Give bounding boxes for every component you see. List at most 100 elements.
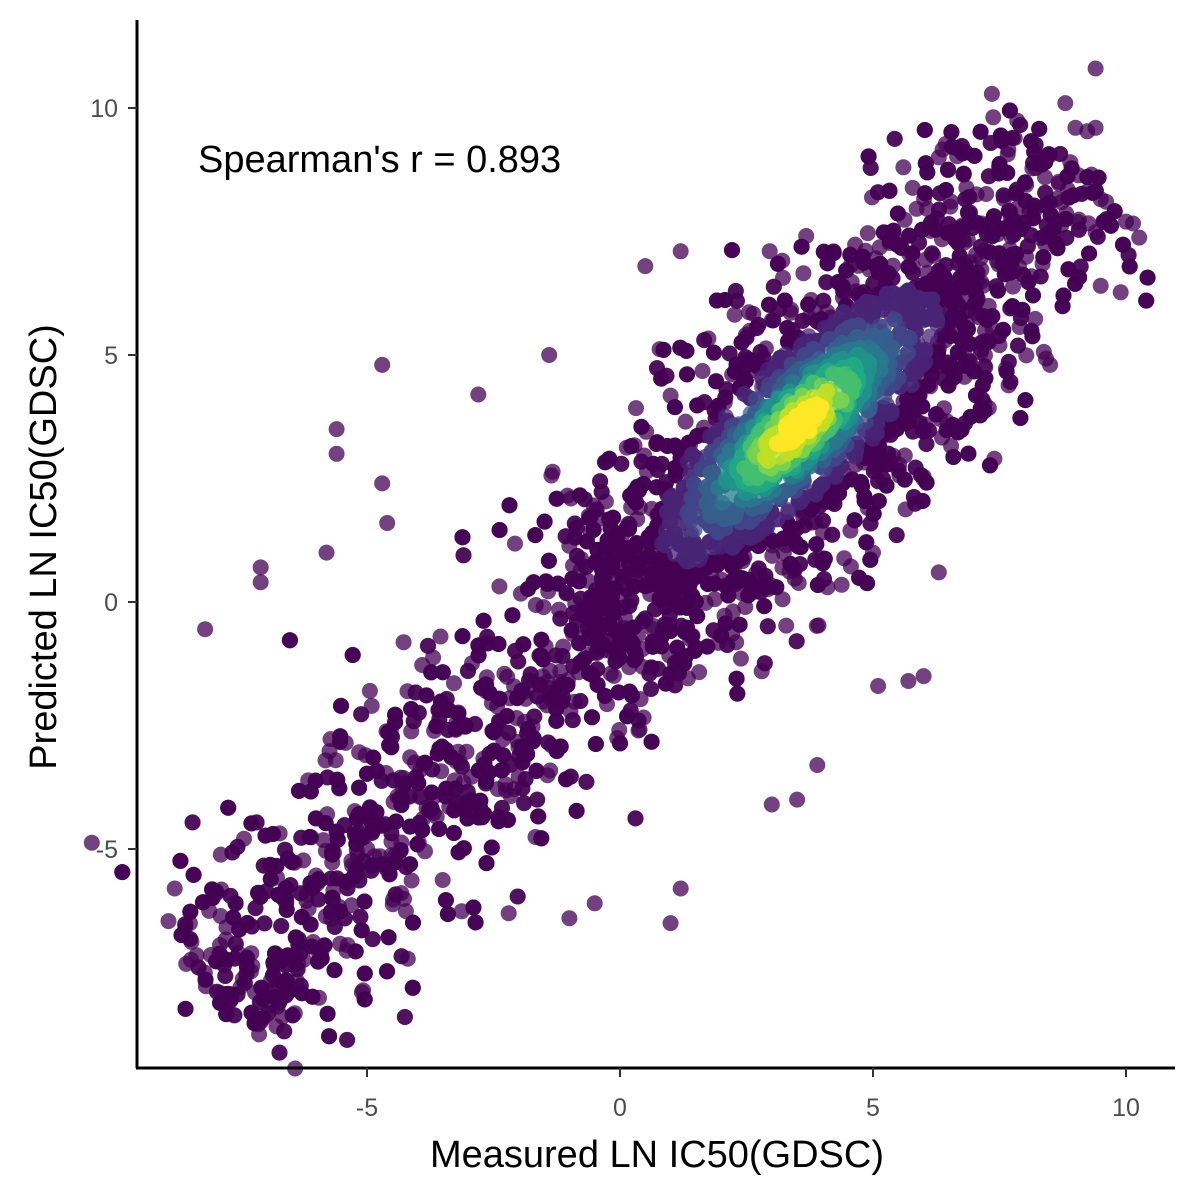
data-point (672, 243, 689, 260)
data-point (527, 829, 544, 845)
data-point (318, 544, 335, 561)
data-point (528, 762, 545, 779)
data-point (940, 161, 956, 178)
data-point (635, 709, 652, 726)
data-point (271, 825, 288, 842)
data-point (957, 415, 973, 432)
data-point (467, 716, 483, 732)
data-point (1024, 160, 1041, 177)
data-point (393, 885, 410, 902)
data-point (497, 776, 514, 793)
data-point (756, 598, 773, 615)
data-point (185, 866, 202, 883)
data-point (750, 560, 767, 577)
data-point (1017, 392, 1034, 409)
data-point (344, 647, 361, 663)
data-point (1060, 261, 1077, 278)
data-point (303, 829, 320, 846)
data-point (364, 931, 381, 948)
data-point (589, 661, 606, 678)
data-point (160, 913, 177, 930)
data-point (638, 423, 655, 440)
data-point (395, 770, 412, 786)
data-point (694, 363, 711, 379)
data-point (795, 265, 812, 282)
data-point (433, 763, 450, 780)
data-point (537, 638, 554, 655)
data-point (393, 948, 410, 965)
data-point (678, 342, 695, 359)
data-point (455, 547, 472, 564)
data-point (643, 733, 660, 750)
data-point (291, 782, 307, 799)
data-point (599, 452, 616, 469)
data-point (316, 937, 333, 954)
data-point (540, 734, 557, 751)
data-point (915, 668, 932, 685)
data-point (587, 736, 604, 752)
data-point (578, 773, 595, 790)
data-point (896, 211, 913, 228)
data-point (494, 799, 510, 816)
data-point (403, 872, 420, 889)
data-point (355, 982, 372, 999)
data-point (870, 678, 887, 694)
data-point (384, 729, 400, 745)
data-point (918, 436, 935, 452)
data-point (985, 109, 1002, 126)
data-point (629, 511, 646, 528)
data-point (465, 899, 482, 916)
data-point (177, 916, 194, 933)
data-point (858, 534, 875, 551)
data-point (321, 1028, 338, 1045)
data-point (410, 834, 427, 851)
data-point (637, 258, 654, 275)
data-point (942, 198, 959, 215)
data-point (622, 702, 639, 719)
data-point (1092, 277, 1109, 294)
data-point (268, 858, 285, 874)
data-point (808, 617, 825, 634)
data-point (365, 749, 382, 766)
data-point (379, 963, 395, 980)
data-point (252, 559, 269, 576)
data-point (960, 445, 977, 462)
data-point (972, 123, 989, 140)
data-point (851, 569, 868, 586)
data-point (522, 666, 539, 683)
data-point (1112, 284, 1129, 301)
data-point (500, 724, 517, 741)
data-point (353, 922, 370, 939)
data-point (628, 400, 644, 417)
data-point (450, 704, 467, 721)
data-point (351, 779, 368, 796)
data-point (478, 669, 495, 686)
data-point (396, 1009, 413, 1025)
data-point (331, 780, 348, 797)
data-point (904, 179, 921, 196)
data-point (627, 810, 644, 827)
data-point (308, 867, 325, 884)
data-point (793, 238, 810, 255)
data-point (836, 550, 853, 567)
data-point (982, 457, 998, 474)
data-point (393, 834, 410, 851)
data-point (343, 897, 360, 914)
data-point (510, 768, 527, 785)
data-point (809, 757, 826, 773)
data-point (602, 665, 619, 682)
data-point (510, 653, 527, 670)
data-point (507, 535, 523, 552)
data-point (470, 647, 487, 664)
data-point (395, 634, 412, 651)
data-point (287, 929, 304, 946)
data-point (568, 802, 585, 819)
data-point (572, 693, 589, 709)
data-point (352, 908, 369, 925)
data-point (613, 455, 630, 472)
data-point (691, 664, 708, 681)
data-point (562, 768, 579, 785)
data-point (501, 497, 518, 514)
data-point (717, 292, 734, 308)
